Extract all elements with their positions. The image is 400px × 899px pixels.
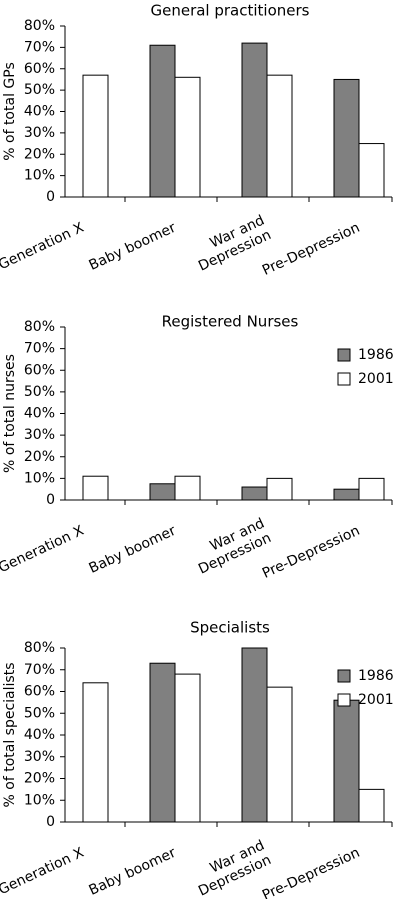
bar (358, 788, 385, 823)
bar (82, 682, 109, 823)
y-tick-label: 0 (46, 492, 55, 508)
y-tick-label: 70% (24, 341, 55, 357)
y-tick-label: 40% (24, 406, 55, 422)
y-tick-label: 40% (24, 104, 55, 120)
legend-label: 2001 (358, 371, 394, 387)
legend-label: 1986 (358, 668, 394, 684)
y-tick-label: 40% (24, 727, 55, 743)
bar (333, 78, 360, 198)
y-tick-label: 20% (24, 771, 55, 787)
bar (358, 477, 385, 501)
x-tick-label: Pre-Depression (260, 523, 362, 582)
chart-title: General practitioners (150, 2, 309, 20)
y-axis-label: % of total nurses (2, 354, 18, 473)
y-tick-label: 60% (24, 362, 55, 378)
chart: General practitioners % of total GPs 0 10% 2… (0, 2, 393, 279)
y-tick-label: 50% (24, 705, 55, 721)
chart-title: Registered Nurses (162, 313, 299, 331)
bar (241, 42, 268, 198)
y-tick-label: 30% (24, 749, 55, 765)
y-tick-label: 60% (24, 684, 55, 700)
x-tick-label: Baby boomer (87, 523, 179, 577)
y-tick-label: 10% (24, 168, 55, 184)
y-tick-label: 70% (24, 39, 55, 55)
legend-swatch (337, 669, 351, 683)
x-tick-label: Baby boomer (87, 220, 179, 274)
bar (149, 662, 176, 823)
x-tick-label: Generation X (0, 845, 87, 899)
chart: Registered Nurses % of total nurses 0 10% 20… (0, 313, 394, 582)
bar (266, 477, 293, 501)
chart-title: Specialists (190, 619, 270, 637)
x-tick-label: Generation X (0, 220, 87, 274)
y-tick-label: 20% (24, 449, 55, 465)
x-tick-label: Generation X (0, 523, 87, 577)
y-tick-label: 80% (24, 640, 55, 656)
y-tick-label: 50% (24, 82, 55, 98)
y-tick-label: 10% (24, 792, 55, 808)
bar (241, 486, 268, 501)
bar (174, 475, 201, 501)
y-axis-label: % of total specialists (2, 663, 18, 808)
bar (266, 686, 293, 823)
bar (333, 699, 360, 823)
legend-label: 1986 (358, 347, 394, 363)
bar (82, 475, 109, 501)
legend-swatch (337, 348, 351, 362)
bar (241, 647, 268, 823)
legend-swatch (337, 693, 351, 707)
bar (174, 76, 201, 198)
legend-swatch (337, 372, 351, 386)
y-tick-label: 10% (24, 470, 55, 486)
y-tick-label: 60% (24, 61, 55, 77)
y-tick-label: 80% (24, 18, 55, 34)
chart: Specialists % of total specialists 0 10% 20%… (0, 619, 394, 899)
y-tick-label: 30% (24, 125, 55, 141)
legend-label: 2001 (358, 692, 394, 708)
bar (82, 74, 109, 198)
bar (149, 44, 176, 198)
x-tick-label: Pre-Depression (260, 845, 362, 899)
y-tick-label: 0 (46, 814, 55, 830)
y-tick-label: 70% (24, 662, 55, 678)
bar (358, 143, 385, 198)
bar (266, 74, 293, 198)
x-tick-label: Baby boomer (87, 845, 179, 899)
y-tick-label: 0 (46, 189, 55, 205)
x-tick-label: Pre-Depression (260, 220, 362, 279)
y-axis-label: % of total GPs (2, 62, 18, 161)
bar (149, 483, 176, 501)
bar (174, 673, 201, 823)
bar (333, 488, 360, 501)
y-tick-label: 80% (24, 319, 55, 335)
y-tick-label: 20% (24, 146, 55, 162)
y-tick-label: 30% (24, 427, 55, 443)
y-tick-label: 50% (24, 384, 55, 400)
